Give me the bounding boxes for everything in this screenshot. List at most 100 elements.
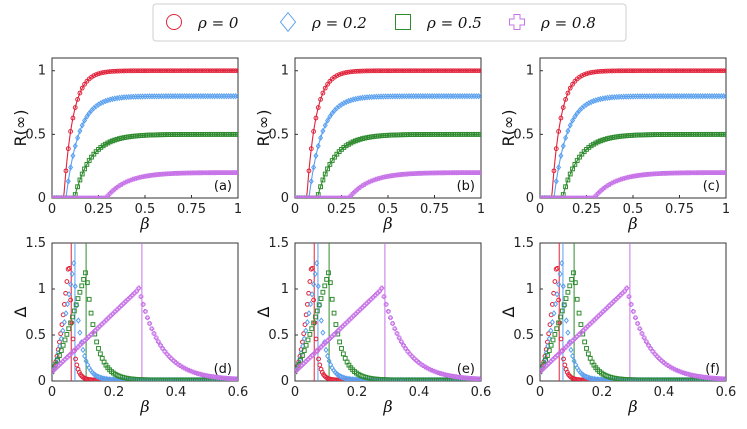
data-point <box>478 131 481 137</box>
data-point <box>348 376 354 381</box>
data-point <box>556 297 561 303</box>
data-point <box>596 376 602 381</box>
data-point <box>563 317 569 324</box>
data-point <box>375 290 380 296</box>
y-tick-label: 0.5 <box>513 328 534 343</box>
data-point <box>64 331 70 337</box>
x-tick-label: 0.75 <box>177 202 206 217</box>
data-point <box>156 68 162 74</box>
data-point <box>544 363 549 368</box>
data-point <box>553 146 559 152</box>
data-point <box>336 72 342 78</box>
data-point <box>574 296 580 302</box>
data-point <box>551 310 557 317</box>
data-point <box>84 113 90 120</box>
data-point <box>79 283 85 289</box>
data-point <box>721 68 726 74</box>
x-tick-label: 0 <box>536 202 544 217</box>
data-point <box>86 296 92 302</box>
data-point <box>55 347 61 352</box>
y-tick-label: 1.5 <box>513 236 534 251</box>
data-point <box>106 376 112 381</box>
data-point <box>546 348 552 353</box>
data-point <box>556 164 562 171</box>
data-point <box>387 68 393 74</box>
data-point <box>348 69 354 75</box>
data-point <box>93 328 98 333</box>
data-point <box>322 340 328 346</box>
data-point <box>322 85 328 91</box>
data-point <box>635 321 641 326</box>
data-point <box>346 69 351 75</box>
data-point <box>670 68 675 74</box>
data-point <box>684 68 689 74</box>
data-point <box>552 331 558 337</box>
data-point <box>674 68 680 74</box>
y-axis-label: R(∞) <box>254 110 273 147</box>
data-point <box>116 305 122 311</box>
data-point <box>303 359 309 364</box>
data-point <box>207 68 213 74</box>
data-point <box>478 93 481 100</box>
data-point <box>318 97 323 102</box>
data-point <box>107 190 113 196</box>
data-point <box>420 68 426 74</box>
data-point <box>320 177 326 183</box>
data-point <box>381 294 387 300</box>
data-point <box>168 68 173 74</box>
data-point <box>466 68 472 74</box>
data-point <box>635 68 641 74</box>
data-point <box>565 289 571 295</box>
data-point <box>75 97 80 102</box>
data-point <box>682 371 688 376</box>
data-point <box>571 357 577 365</box>
x-tick-label: 0 <box>536 385 544 400</box>
y-tick-label: 0.5 <box>268 127 289 142</box>
data-point <box>448 68 454 74</box>
x-tick-label: 0 <box>291 385 299 400</box>
data-point <box>446 68 451 74</box>
data-point <box>440 371 445 377</box>
data-point <box>144 68 150 74</box>
data-point <box>398 339 404 345</box>
data-point <box>68 320 73 326</box>
data-point <box>79 171 85 177</box>
y-axis-label: R(∞) <box>499 110 518 147</box>
data-point <box>469 68 475 74</box>
data-point <box>186 68 192 74</box>
data-point <box>68 281 74 288</box>
data-point <box>299 363 304 368</box>
data-point <box>355 309 361 315</box>
data-point <box>158 68 164 74</box>
data-point <box>591 375 597 381</box>
data-point <box>354 376 360 381</box>
data-point <box>408 68 414 74</box>
data-point <box>77 342 83 348</box>
data-point <box>165 68 171 74</box>
data-point <box>337 339 343 345</box>
data-point <box>82 338 87 344</box>
data-point <box>147 68 153 74</box>
data-point <box>329 296 335 302</box>
data-point <box>72 105 78 110</box>
data-point <box>591 195 596 198</box>
x-tick-label: 0.6 <box>716 385 737 400</box>
data-point <box>336 328 341 333</box>
data-point <box>345 97 352 105</box>
data-point <box>320 289 326 295</box>
data-point <box>77 329 83 336</box>
data-point <box>96 346 101 351</box>
data-point <box>325 352 331 360</box>
data-point <box>58 335 64 342</box>
y-axis-label: Δ <box>11 306 30 317</box>
data-point <box>66 265 72 271</box>
data-point <box>210 68 215 74</box>
data-point <box>378 68 384 74</box>
data-point <box>691 68 696 74</box>
data-point <box>112 68 118 74</box>
data-point <box>563 184 568 190</box>
data-point <box>344 319 350 325</box>
x-tick-label: 0.5 <box>135 202 156 217</box>
legend-entry: ρ = 0.8 <box>509 14 596 32</box>
